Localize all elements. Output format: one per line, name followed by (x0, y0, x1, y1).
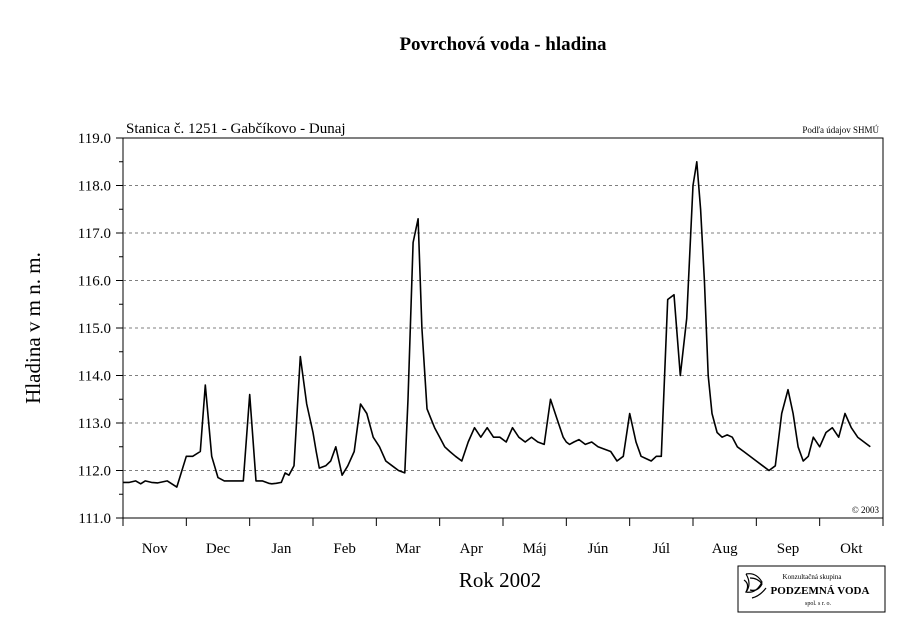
x-tick-label: Dec (206, 541, 230, 557)
y-tick-label: 115.0 (78, 321, 111, 337)
source-note: Podľa údajov SHMÚ (802, 125, 879, 135)
x-tick-label: Okt (840, 541, 863, 557)
logo-line-1: Konzultačná skupina (783, 573, 843, 581)
y-tick-label: 117.0 (78, 226, 111, 242)
grid-lines (123, 185, 883, 471)
y-tick-label: 114.0 (78, 369, 111, 385)
logo-line-2: PODZEMNÁ VODA (771, 585, 870, 597)
y-tick-label: 119.0 (78, 131, 111, 147)
series-group (123, 161, 871, 488)
y-tick-label: 112.0 (78, 464, 111, 480)
x-tick-label: Apr (460, 541, 483, 557)
x-tick-label: Máj (523, 541, 547, 557)
logo-symbol-icon (743, 573, 767, 599)
x-tick-label: Nov (142, 541, 168, 557)
y-tick-label: 113.0 (78, 416, 111, 432)
x-tick-label: Júl (653, 541, 671, 557)
y-axis-label: Hladina v m n. m. (21, 252, 45, 404)
y-tick-label: 118.0 (78, 179, 111, 195)
x-tick-label: Jan (271, 541, 291, 557)
station-label: Stanica č. 1251 - Gabčíkovo - Dunaj (126, 121, 346, 137)
x-tick-label: Feb (333, 541, 356, 557)
x-tick-label: Sep (777, 541, 800, 557)
y-axis: 111.0 112.0 113.0 114.0 115.0 116.0 117.0 118.0… (78, 131, 123, 527)
x-tick-label: Mar (396, 541, 421, 557)
x-tick-label: Jún (588, 541, 609, 557)
chart-title: Povrchová voda - hladina (399, 34, 607, 55)
x-axis: Nov Dec Jan Feb Mar Apr Máj Jún Júl Aug Sep Okt (122, 518, 884, 557)
series-line (123, 161, 871, 488)
y-tick-label: 116.0 (78, 274, 111, 290)
x-tick-label: Aug (712, 541, 738, 557)
copyright-note: © 2003 (852, 505, 880, 515)
logo-line-3: spol. s r. o. (805, 601, 832, 607)
company-logo: Konzultačná skupina PODZEMNÁ VODA spol. … (737, 565, 886, 613)
x-axis-label: Rok 2002 (459, 568, 541, 592)
y-tick-label: 111.0 (78, 511, 111, 527)
